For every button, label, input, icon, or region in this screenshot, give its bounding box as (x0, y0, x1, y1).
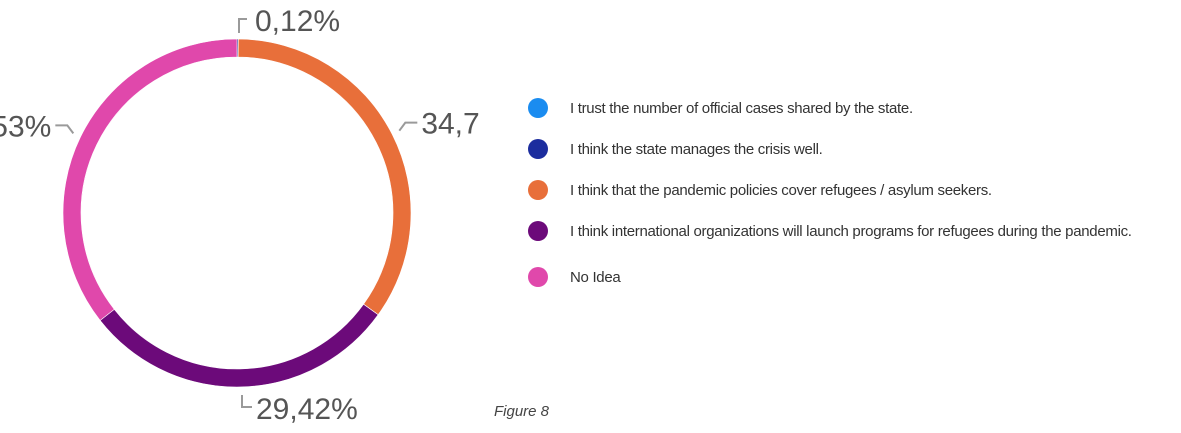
figure-caption: Figure 8 (494, 403, 550, 420)
legend-label: No Idea (570, 268, 621, 286)
slice-data-label: 34,76% (421, 108, 480, 141)
legend-swatch-icon (528, 221, 548, 241)
legend-label: I think that the pandemic policies cover… (570, 181, 992, 199)
label-leader-line (241, 395, 252, 408)
slice-data-label: 0,12% (255, 5, 340, 38)
label-leader-line (55, 124, 75, 134)
legend-item: I trust the number of official cases sha… (528, 98, 1178, 118)
donut-slice (62, 38, 238, 321)
label-leader-line (398, 121, 418, 132)
legend-swatch-icon (528, 139, 548, 159)
slice-data-label: 29,42% (256, 393, 358, 426)
slice-data-label: 35,53% (0, 110, 51, 143)
legend-swatch-icon (528, 98, 548, 118)
donut-slice (237, 38, 412, 316)
legend-item: I think international organizations will… (528, 221, 1178, 241)
legend: I trust the number of official cases sha… (528, 98, 1178, 308)
slice-labels: 0,12% 34,76% 29,42% 35,53% (0, 5, 480, 426)
legend-item: No Idea (528, 267, 1178, 287)
donut-slices (62, 38, 412, 388)
legend-item: I think the state manages the crisis wel… (528, 139, 1178, 159)
legend-label: I trust the number of official cases sha… (570, 99, 913, 117)
label-leader-line (238, 18, 247, 33)
donut-chart: 0,12% 34,76% 29,42% 35,53% (0, 5, 480, 426)
legend-label: I think international organizations will… (570, 222, 1132, 240)
legend-swatch-icon (528, 267, 548, 287)
legend-swatch-icon (528, 180, 548, 200)
legend-label: I think the state manages the crisis wel… (570, 140, 823, 158)
donut-slice (99, 303, 379, 388)
legend-item: I think that the pandemic policies cover… (528, 180, 1178, 200)
